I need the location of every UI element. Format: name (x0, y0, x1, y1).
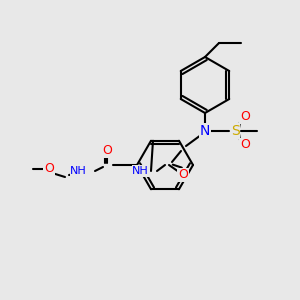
Text: O: O (178, 169, 188, 182)
Text: O: O (102, 145, 112, 158)
Text: O: O (44, 163, 54, 176)
Text: O: O (240, 139, 250, 152)
Text: S: S (231, 124, 239, 138)
Text: NH: NH (132, 166, 149, 176)
Text: O: O (240, 110, 250, 124)
Text: N: N (200, 124, 210, 138)
Text: NH: NH (70, 166, 87, 176)
